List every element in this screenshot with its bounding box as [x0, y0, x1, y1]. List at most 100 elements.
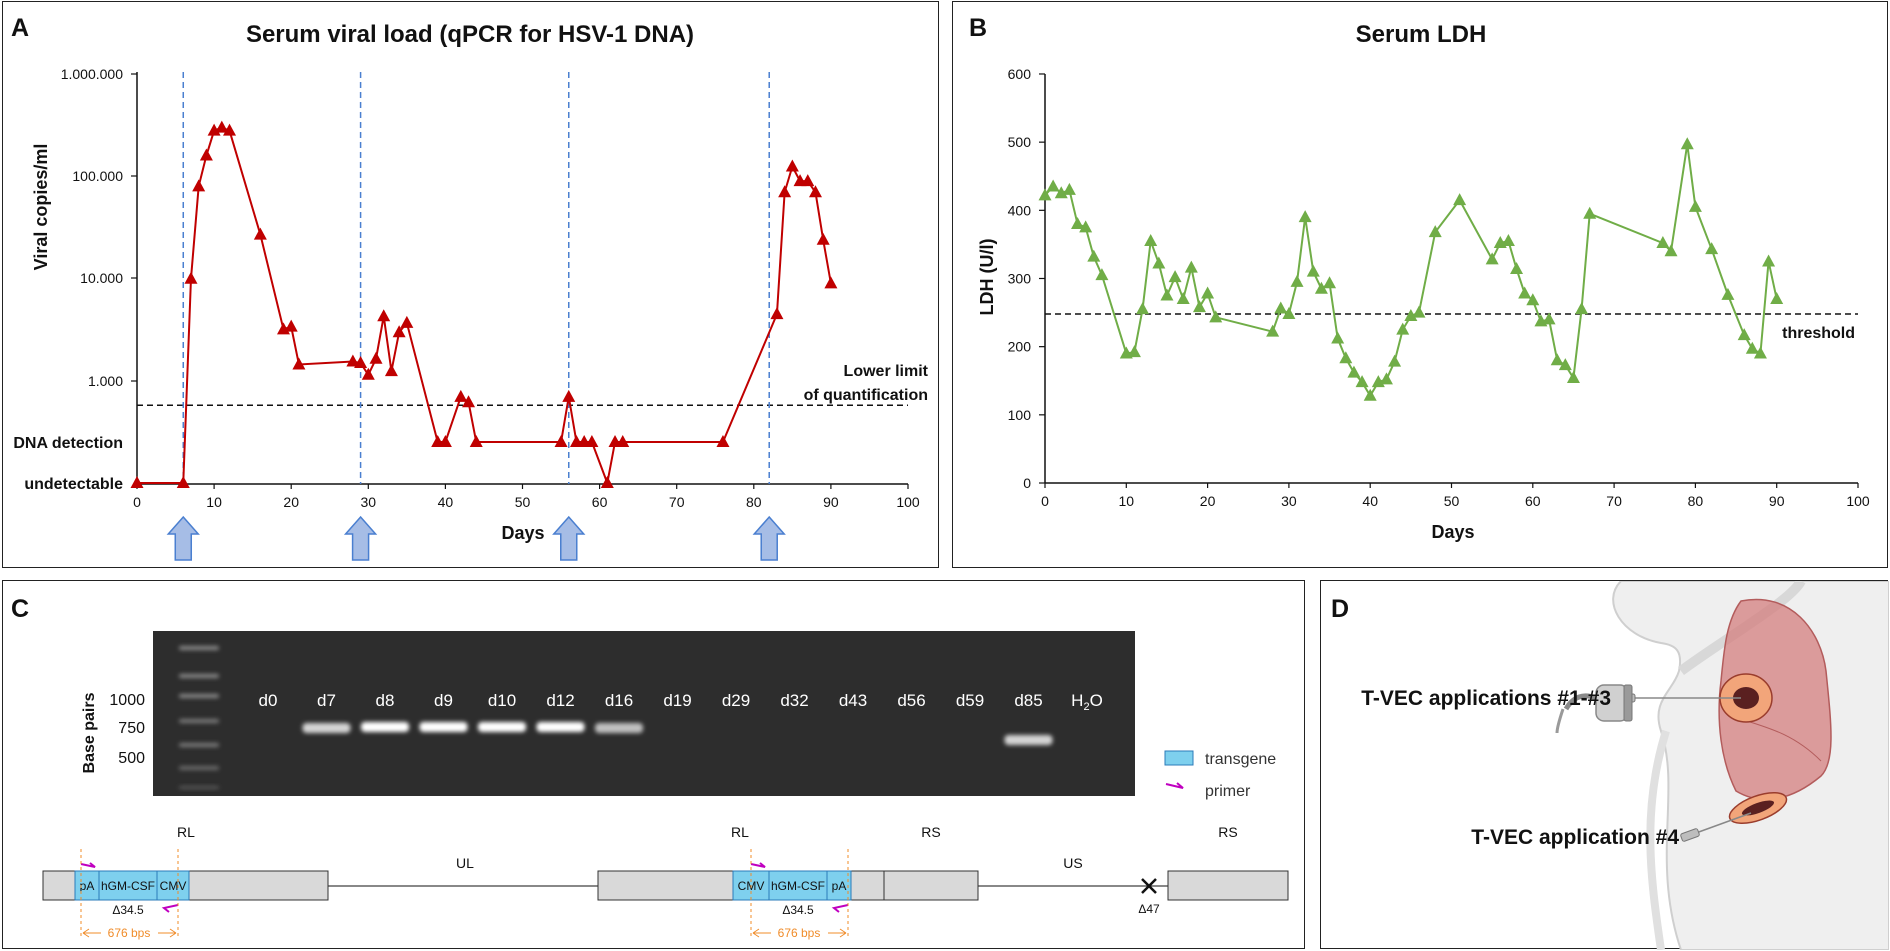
gel-band [361, 722, 409, 732]
ldh-point [1745, 341, 1759, 354]
viral-load-point [808, 185, 822, 198]
pa-right: pA [832, 879, 847, 893]
x-tick-label: 70 [1606, 493, 1622, 509]
ldh-point [1705, 242, 1719, 255]
injection-arrow-icon [166, 515, 200, 561]
x-tick-label: 30 [361, 494, 377, 510]
gel-and-genome-map: C d0 d7 d8 d9 d10 d12 d16 d19 d29 d32 d43 d56 d59 d85… [11, 595, 1289, 940]
y-axis-label: LDH (U/l) [977, 239, 997, 316]
gel-band [478, 722, 526, 732]
region-rs-right: RS [1218, 824, 1237, 840]
ldh-point [1209, 310, 1223, 323]
x-tick-label: 50 [515, 494, 531, 510]
ldh-point [1575, 302, 1589, 315]
lesion-1-core [1733, 687, 1759, 709]
primer-icon [750, 862, 766, 868]
ldh-point [1152, 256, 1166, 269]
anatomy-illustration: D T-VEC applications #1-#3 T-VEC applica… [1331, 581, 1889, 950]
gel-lane-label: d43 [839, 691, 867, 710]
ldh-point [1038, 188, 1052, 201]
ldh-point [1355, 375, 1369, 388]
viral-load-point [377, 309, 391, 322]
x-tick-label: 100 [896, 494, 920, 510]
viral-load-point [354, 355, 368, 368]
ldh-point [1542, 312, 1556, 325]
viral-load-point [400, 315, 414, 328]
bp-label: 500 [118, 750, 145, 767]
ldh-point [1184, 260, 1198, 273]
viral-load-point [184, 271, 198, 284]
y-tick-label: 0 [1023, 475, 1031, 491]
ldh-point [1136, 302, 1150, 315]
ldh-point [1566, 371, 1580, 384]
ldh-point [1583, 206, 1597, 219]
gel-lane-label: d0 [259, 691, 278, 710]
viral-load-point [369, 351, 383, 364]
ldh-point [1558, 358, 1572, 371]
needle-2 [1695, 812, 1752, 834]
ldh-point [1664, 244, 1678, 257]
primer-icon [161, 904, 179, 913]
ldh-point [1737, 328, 1751, 341]
y-tick-label: 600 [1008, 66, 1032, 82]
ldh-point [1314, 281, 1328, 294]
gel-lane-label: d8 [376, 691, 395, 710]
injection-arrow-icon [343, 515, 378, 561]
viral-load-point [562, 389, 576, 402]
ldh-point [1062, 182, 1076, 195]
dna-ladder [179, 646, 219, 789]
viral-load-point [130, 476, 144, 488]
viral-load-point [176, 476, 190, 488]
x-tick-label: 10 [206, 494, 222, 510]
region-rl-left: RL [177, 824, 195, 840]
panel-letter-a: A [11, 14, 29, 42]
ldh-point [1680, 137, 1694, 150]
gel-lane-label: d10 [488, 691, 516, 710]
level-label-detection: DNA detection [13, 435, 123, 452]
chart-title: Serum LDH [1356, 21, 1487, 48]
ldh-point [1721, 287, 1735, 300]
x-tick-label: 70 [669, 494, 685, 510]
ldh-point [1453, 193, 1467, 206]
gel-band [419, 722, 468, 732]
ldh-point [1770, 291, 1784, 304]
ldh-point [1127, 345, 1141, 358]
delta345-left: Δ34.5 [112, 903, 144, 917]
gel-lane-label: d19 [663, 691, 691, 710]
hgm-left: hGM-CSF [101, 879, 155, 893]
gel-lane-label: H2O [1071, 691, 1103, 713]
y-axis-label: Viral copies/ml [31, 144, 51, 271]
viral-load-point [816, 232, 830, 245]
gel-lane-label: d32 [780, 691, 808, 710]
viral-load-point [716, 435, 730, 447]
gel-lane-label: d56 [897, 691, 925, 710]
ldh-point [1485, 252, 1499, 265]
ldh-point [1168, 270, 1182, 283]
viral-load-chart: A Serum viral load (qPCR for HSV-1 DNA) … [11, 14, 929, 561]
y-tick-label: 100.000 [72, 168, 123, 184]
ldh-point [1753, 346, 1767, 359]
ldh-point [1290, 274, 1304, 287]
ldh-point [1396, 322, 1410, 335]
ldh-point [1526, 293, 1540, 306]
viral-load-point [438, 435, 452, 447]
ldh-point [1323, 276, 1337, 289]
x-axis-label: Days [1431, 522, 1474, 542]
viral-load-point [361, 367, 375, 380]
hgm-right: hGM-CSF [771, 879, 825, 893]
x-tick-label: 40 [438, 494, 454, 510]
level-label-undetectable: undetectable [24, 476, 123, 493]
ldh-point [1192, 300, 1206, 313]
ldh-point [1510, 261, 1524, 274]
ldh-point [1688, 199, 1702, 212]
bp-label: 1000 [109, 692, 145, 709]
ldh-point [1518, 286, 1532, 299]
ldh-point [1550, 353, 1564, 366]
syringe-2-icon [1680, 828, 1700, 842]
ldh-line [1044, 144, 1778, 398]
gel-band [1004, 735, 1053, 745]
x-tick-label: 80 [746, 494, 762, 510]
ldh-point [1274, 301, 1288, 314]
annotation-applications-1-3: T-VEC applications #1-#3 [1361, 687, 1611, 710]
y-tick-label: 1.000 [88, 373, 123, 389]
